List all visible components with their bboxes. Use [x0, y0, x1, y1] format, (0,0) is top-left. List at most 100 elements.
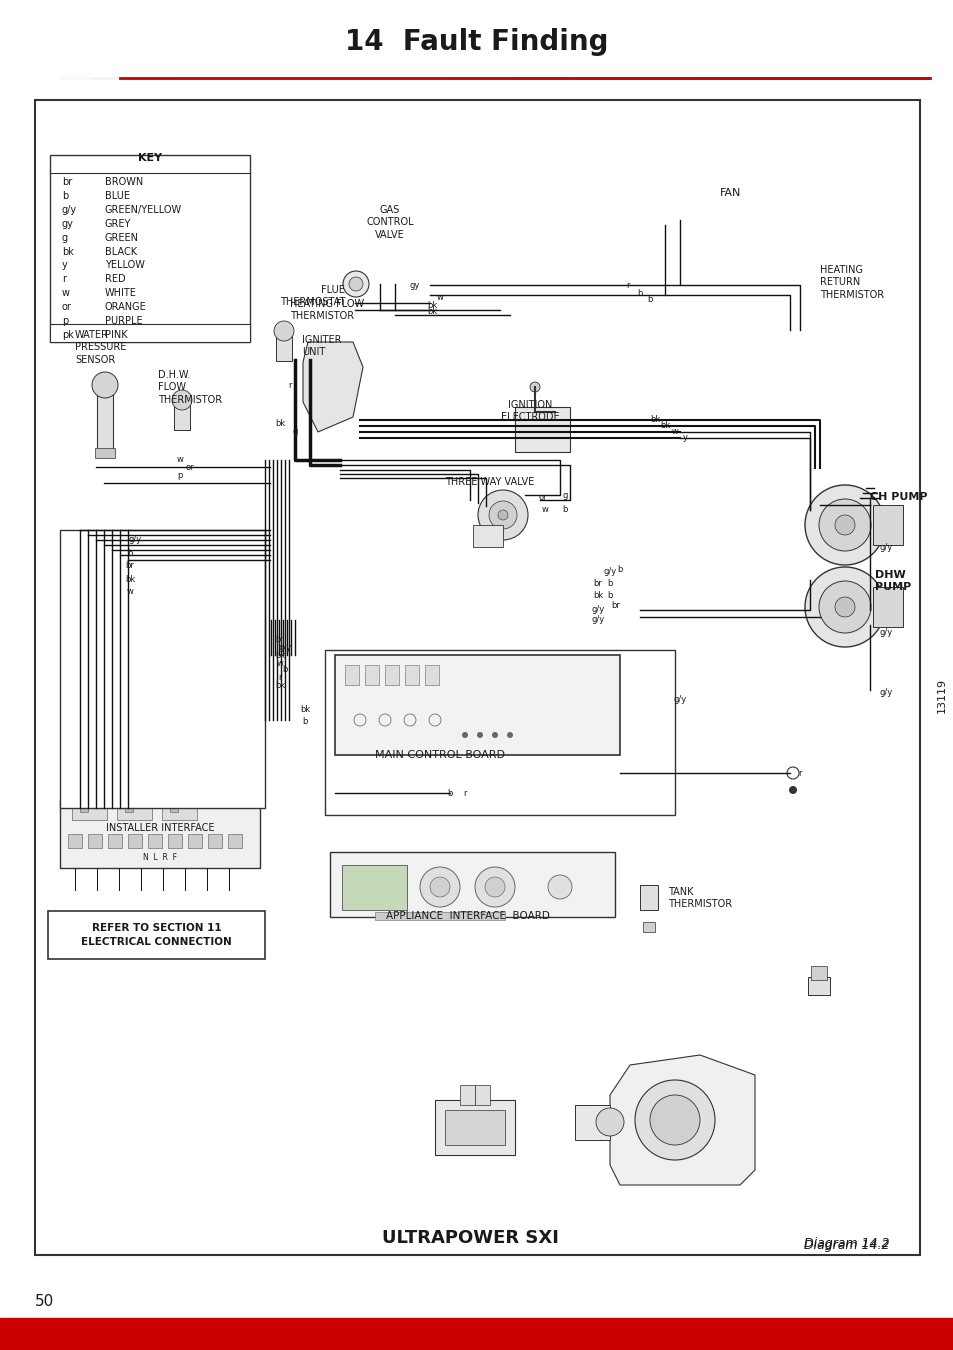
Bar: [807, 977, 829, 995]
Text: ULTRAPOWER SXI: ULTRAPOWER SXI: [381, 1228, 558, 1247]
Text: b: b: [617, 566, 622, 575]
Text: 50: 50: [35, 1295, 54, 1309]
Bar: [459, 1085, 475, 1106]
Text: bk: bk: [592, 590, 602, 599]
Text: r: r: [798, 768, 801, 778]
Text: PINK: PINK: [105, 329, 128, 340]
Text: g/y: g/y: [591, 606, 604, 614]
Circle shape: [547, 875, 572, 899]
Text: g/y: g/y: [62, 205, 77, 215]
Bar: [475, 1085, 490, 1106]
Polygon shape: [303, 342, 363, 432]
Circle shape: [506, 732, 513, 738]
Text: bk: bk: [274, 680, 285, 690]
Circle shape: [818, 500, 870, 551]
Bar: [50, 324, 250, 342]
Text: WATER
PRESSURE
SENSOR: WATER PRESSURE SENSOR: [75, 329, 126, 364]
Circle shape: [477, 490, 527, 540]
Text: D.H.W.
FLOW
THERMISTOR: D.H.W. FLOW THERMISTOR: [158, 370, 222, 405]
Bar: [639, 886, 658, 910]
Bar: [335, 655, 619, 755]
Bar: [170, 805, 178, 811]
Text: g/y: g/y: [591, 616, 604, 625]
Text: b: b: [447, 788, 453, 798]
Circle shape: [430, 878, 450, 896]
Bar: [444, 1110, 504, 1145]
Text: br: br: [611, 601, 619, 609]
Circle shape: [530, 382, 539, 391]
Bar: [95, 448, 115, 458]
Text: b: b: [282, 666, 288, 675]
Text: r: r: [62, 274, 66, 285]
Bar: [375, 913, 504, 919]
Text: w: w: [436, 293, 443, 301]
Bar: [0, 1318, 953, 1350]
Text: BROWN: BROWN: [105, 177, 143, 186]
Circle shape: [343, 271, 369, 297]
Bar: [168, 834, 182, 848]
Text: r: r: [288, 381, 292, 390]
Text: CH PUMP: CH PUMP: [869, 491, 926, 502]
Text: DHW
PUMP: DHW PUMP: [874, 570, 910, 591]
Text: b: b: [637, 289, 642, 297]
Bar: [162, 805, 196, 819]
Circle shape: [419, 867, 459, 907]
Bar: [405, 666, 418, 684]
Bar: [188, 834, 202, 848]
Circle shape: [475, 867, 515, 907]
Text: YELLOW: YELLOW: [105, 261, 145, 270]
Bar: [125, 805, 132, 811]
Text: r: r: [278, 672, 281, 682]
Text: IGNITER
UNIT: IGNITER UNIT: [302, 335, 341, 358]
Text: bk: bk: [274, 651, 285, 660]
Text: br: br: [593, 579, 601, 587]
Bar: [80, 805, 88, 811]
Text: pk: pk: [62, 329, 73, 340]
Text: FLUE
THERMOSTAT: FLUE THERMOSTAT: [279, 285, 345, 308]
Text: br: br: [275, 636, 284, 644]
Circle shape: [476, 732, 482, 738]
Text: or: or: [62, 302, 71, 312]
Circle shape: [635, 1080, 714, 1160]
Bar: [435, 1100, 515, 1156]
Circle shape: [484, 878, 504, 896]
Circle shape: [788, 786, 796, 794]
Text: b: b: [647, 296, 652, 305]
Text: g/y: g/y: [879, 543, 892, 552]
Text: g/y: g/y: [879, 688, 892, 697]
Bar: [48, 911, 265, 958]
Text: TANK
THERMISTOR: TANK THERMISTOR: [667, 887, 731, 910]
Bar: [228, 834, 242, 848]
Circle shape: [834, 597, 854, 617]
Bar: [148, 834, 162, 848]
Polygon shape: [609, 1054, 754, 1185]
Bar: [60, 531, 265, 809]
Circle shape: [818, 580, 870, 633]
Bar: [68, 834, 82, 848]
Text: 13119: 13119: [936, 678, 946, 713]
Text: bk: bk: [299, 706, 310, 714]
Text: Diagram 14.2: Diagram 14.2: [803, 1237, 889, 1250]
Circle shape: [596, 1108, 623, 1135]
Bar: [71, 805, 107, 819]
Text: gy: gy: [62, 219, 73, 228]
Circle shape: [172, 390, 192, 410]
Text: or: or: [186, 463, 194, 472]
Text: y: y: [681, 433, 687, 443]
Text: GREY: GREY: [105, 219, 132, 228]
Text: GAS
CONTROL
VALVE: GAS CONTROL VALVE: [366, 205, 414, 240]
Bar: [473, 525, 502, 547]
Text: 14  Fault Finding: 14 Fault Finding: [345, 28, 608, 55]
Text: IGNITION
ELECTRODE: IGNITION ELECTRODE: [500, 400, 558, 423]
Text: bk: bk: [659, 421, 669, 431]
Bar: [208, 834, 222, 848]
Bar: [810, 967, 826, 980]
Circle shape: [489, 501, 517, 529]
Text: w: w: [62, 289, 70, 298]
Text: bk: bk: [649, 416, 659, 424]
Text: g/y: g/y: [879, 628, 892, 637]
Bar: [35, 100, 919, 1256]
Bar: [325, 649, 675, 815]
Bar: [128, 834, 142, 848]
Bar: [88, 834, 102, 848]
